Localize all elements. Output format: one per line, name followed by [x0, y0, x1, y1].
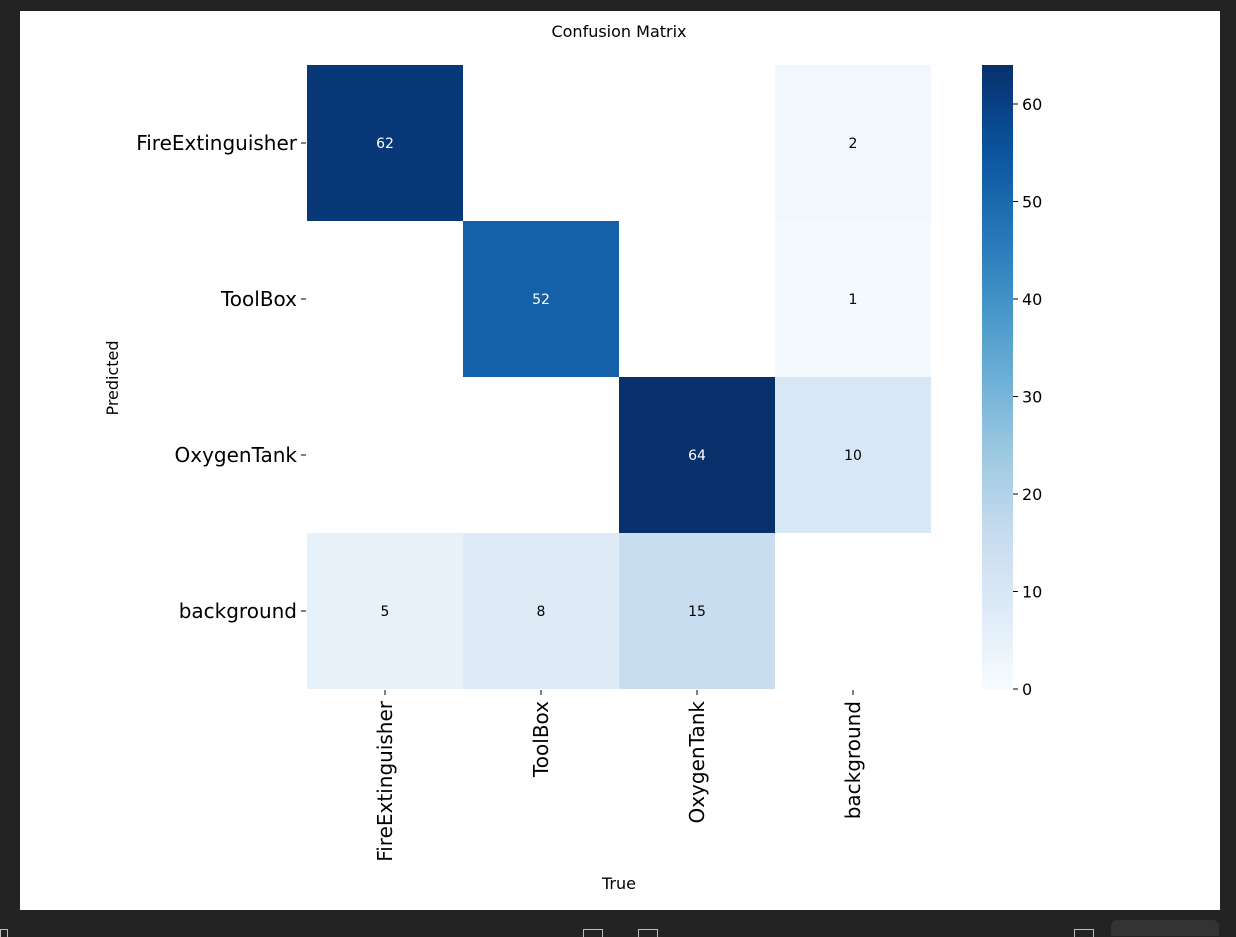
- viewer-bottom-toolbar: [0, 910, 1236, 937]
- cell-value-label: 2: [849, 136, 858, 152]
- colorbar: 0 10 20 30 40 50 60: [982, 65, 1042, 699]
- display-mode-icon[interactable]: [1074, 929, 1094, 937]
- heatmap-cell-fireextinguisher-fireextinguisher: [307, 65, 463, 221]
- x-tick-label-background: background: [841, 701, 865, 819]
- menu-icon[interactable]: [0, 929, 8, 937]
- colorbar-tick-label: 20: [1022, 485, 1042, 504]
- colorbar-tick-label: 30: [1022, 388, 1042, 407]
- y-tick-label-oxygentank: OxygenTank: [174, 443, 297, 467]
- x-tick-label-oxygentank: OxygenTank: [685, 701, 709, 824]
- cell-value-label: 52: [532, 292, 550, 308]
- heatmap-cell-toolbox-toolbox: [463, 221, 619, 377]
- colorbar-tick-label: 60: [1022, 95, 1042, 114]
- fit-to-window-icon[interactable]: [583, 929, 603, 937]
- y-tick-label-fireextinguisher: FireExtinguisher: [136, 131, 298, 155]
- heatmap-cell-background-toolbox: [463, 533, 619, 689]
- y-axis-title: Predicted: [103, 340, 122, 415]
- colorbar-tick-label: 0: [1022, 680, 1032, 699]
- zoom-level-control[interactable]: [1111, 920, 1219, 936]
- heatmap-cell-oxygentank-oxygentank: [619, 377, 775, 533]
- cell-value-label: 10: [844, 448, 862, 464]
- heatmap-cell-background-oxygentank: [619, 533, 775, 689]
- y-tick-label-toolbox: ToolBox: [220, 287, 297, 311]
- chart-title: Confusion Matrix: [551, 22, 686, 41]
- colorbar-tick-label: 40: [1022, 290, 1042, 309]
- x-tick-label-toolbox: ToolBox: [529, 701, 553, 778]
- cell-value-label: 1: [849, 292, 858, 308]
- y-tick-label-background: background: [179, 599, 297, 623]
- actual-size-icon[interactable]: [638, 929, 658, 937]
- heatmap-cells: 62 2 52 1 64 10 5 8 15: [307, 65, 931, 689]
- x-tick-label-fireextinguisher: FireExtinguisher: [373, 700, 397, 862]
- cell-value-label: 15: [688, 604, 706, 620]
- heatmap-cell-background-fireextinguisher: [307, 533, 463, 689]
- cell-value-label: 62: [376, 136, 394, 152]
- heatmap-cell-fireextinguisher-background: [775, 65, 931, 221]
- x-axis-title: True: [601, 874, 636, 893]
- colorbar-gradient: [982, 65, 1013, 689]
- heatmap-cell-oxygentank-background: [775, 377, 931, 533]
- cell-value-label: 64: [688, 448, 706, 464]
- cell-value-label: 5: [381, 604, 390, 620]
- cell-value-label: 8: [537, 604, 546, 620]
- colorbar-tick-label: 50: [1022, 193, 1042, 212]
- axis-ticks: FireExtinguisher ToolBox OxygenTank backgro…: [136, 131, 865, 862]
- heatmap-cell-toolbox-background: [775, 221, 931, 377]
- colorbar-tick-label: 10: [1022, 583, 1042, 602]
